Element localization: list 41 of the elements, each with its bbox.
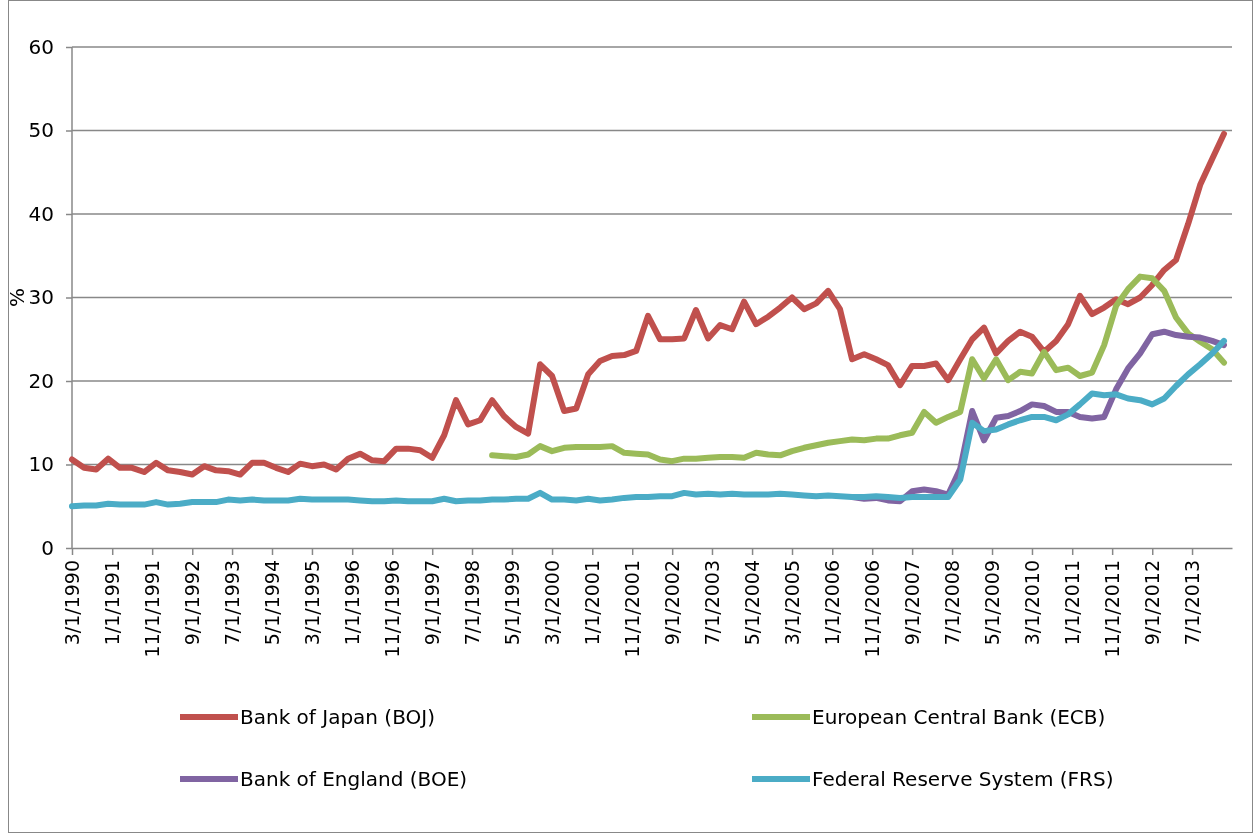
x-tick-label: 9/1/2007 — [901, 560, 924, 646]
x-tick-label: 1/1/2001 — [581, 560, 604, 646]
x-tick-label: 3/1/2005 — [781, 560, 804, 646]
legend-label: Bank of England (BOE) — [240, 767, 468, 791]
y-tick-label: 40 — [28, 201, 54, 226]
x-tick-label: 5/1/1999 — [501, 560, 524, 646]
x-tick-label: 7/1/1993 — [221, 560, 244, 646]
y-tick-label: 60 — [28, 34, 54, 59]
y-tick-label: 10 — [28, 452, 54, 477]
x-tick-label: 7/1/2003 — [701, 560, 724, 646]
y-tick-label: 50 — [28, 118, 54, 143]
x-tick-label: 11/1/2006 — [861, 560, 884, 658]
x-tick-label: 5/1/2009 — [981, 560, 1004, 646]
x-tick-label: 3/1/1990 — [61, 560, 84, 646]
x-tick-label: 11/1/1996 — [381, 560, 404, 658]
x-tick-label: 1/1/2011 — [1061, 560, 1084, 646]
x-tick-label: 1/1/1991 — [101, 560, 124, 646]
x-tick-label: 7/1/2013 — [1181, 560, 1204, 646]
x-tick-label: 5/1/1994 — [261, 560, 284, 646]
y-tick-label: 30 — [28, 285, 54, 310]
x-tick-label: 9/1/2002 — [661, 560, 684, 646]
x-tick-label: 3/1/2010 — [1021, 560, 1044, 646]
legend-label: Bank of Japan (BOJ) — [240, 705, 435, 729]
y-tick-label: 0 — [41, 535, 54, 560]
y-axis-title: % — [5, 287, 29, 308]
x-tick-label: 3/1/1995 — [301, 560, 324, 646]
x-tick-label: 3/1/2000 — [541, 560, 564, 646]
x-tick-label: 11/1/2011 — [1101, 560, 1124, 658]
x-tick-label: 1/1/2006 — [821, 560, 844, 646]
y-tick-label: 20 — [28, 368, 54, 393]
legend-label: European Central Bank (ECB) — [812, 705, 1106, 729]
x-tick-label: 11/1/1991 — [141, 560, 164, 658]
x-tick-label: 7/1/2008 — [941, 560, 964, 646]
x-tick-label: 11/1/2001 — [621, 560, 644, 658]
x-tick-label: 5/1/2004 — [741, 560, 764, 646]
x-tick-label: 9/1/1992 — [181, 560, 204, 646]
x-tick-label: 7/1/1998 — [461, 560, 484, 646]
x-tick-label: 9/1/1997 — [421, 560, 444, 646]
x-tick-label: 1/1/1996 — [341, 560, 364, 646]
legend-label: Federal Reserve System (FRS) — [812, 767, 1114, 791]
x-tick-label: 9/1/2012 — [1141, 560, 1164, 646]
